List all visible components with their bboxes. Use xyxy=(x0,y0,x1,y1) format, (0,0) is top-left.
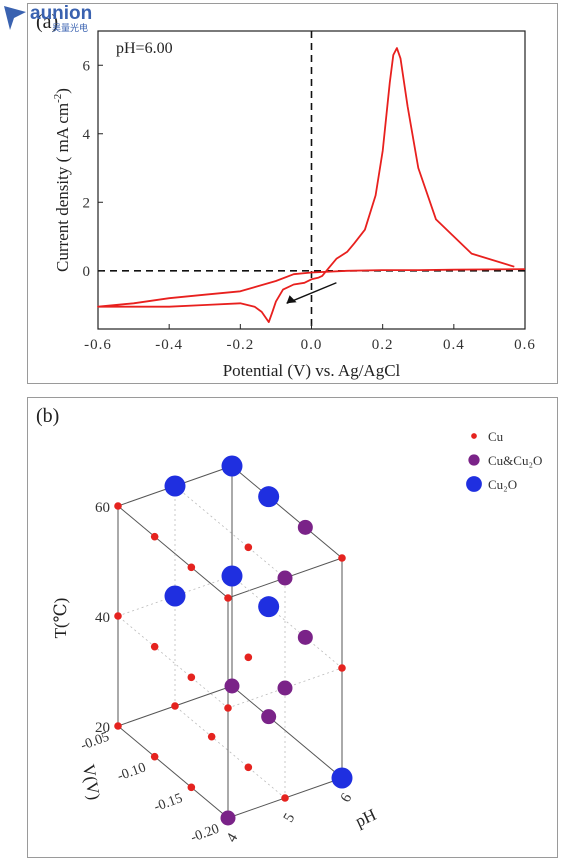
data-point-cu xyxy=(114,722,122,730)
y-tick-label: 0 xyxy=(83,264,91,280)
data-point-cu-o xyxy=(258,596,280,618)
legend-label: Cu₂O xyxy=(488,477,517,492)
x-tick-label: 0.6 xyxy=(514,337,536,353)
data-point-cu xyxy=(224,704,232,712)
data-point-cu-cu-o xyxy=(277,570,293,586)
v-axis-label: V(V) xyxy=(79,763,104,802)
ph-tick-label: 4 xyxy=(224,830,242,845)
temperature-tick-label: 60 xyxy=(95,500,110,516)
ph-axis-label: pH xyxy=(352,805,379,831)
y-axis-label: Current density ( mA cm-2) xyxy=(52,88,72,272)
x-tick-label: -0.4 xyxy=(155,337,183,353)
x-tick-label: -0.2 xyxy=(226,337,254,353)
scan-arrow-head-icon xyxy=(286,295,297,304)
panel-label-a: (a) xyxy=(36,11,58,33)
y-tick-label: 2 xyxy=(83,195,91,211)
legend-marker xyxy=(468,454,480,466)
box-edge xyxy=(117,725,229,819)
data-point-cu xyxy=(187,673,196,682)
data-point-cu xyxy=(114,612,122,620)
ph-tick-label: 5 xyxy=(281,811,299,825)
data-point-cu-cu-o xyxy=(261,709,277,725)
grid-line xyxy=(117,615,229,709)
v-tick-label: -0.20 xyxy=(189,822,222,846)
data-point-cu xyxy=(187,563,196,572)
data-point-cu-cu-o xyxy=(297,519,313,535)
data-point-cu xyxy=(150,532,159,541)
grid-line xyxy=(174,705,286,799)
x-tick-label: -0.6 xyxy=(84,337,112,353)
grid-line xyxy=(231,575,343,669)
data-point-cu xyxy=(338,554,346,562)
data-point-cu xyxy=(150,642,159,651)
panel-label-b: (b) xyxy=(36,405,59,427)
data-point-cu-cu-o xyxy=(220,810,236,826)
data-point-cu-cu-o xyxy=(277,680,293,696)
ph-annotation: pH=6.00 xyxy=(116,40,173,57)
phase-diagram-panel: (b) 4 5 6 -0.05 -0.10 -0.15 -0.20 20 40 60 pH V(V) T(… xyxy=(27,397,558,858)
cv-curve xyxy=(97,47,526,323)
cv-chart-svg: (a) -0.6 -0.4 -0.2 0.0 0.2 0.4 0.6 0 2 4 6 Potential… xyxy=(36,11,536,380)
data-point-cu-o xyxy=(164,475,186,497)
data-point-cu xyxy=(244,543,253,552)
data-point-cu-o xyxy=(221,565,243,587)
data-point-cu xyxy=(171,702,179,710)
v-tick-label: -0.10 xyxy=(115,760,148,784)
data-point-cu-cu-o xyxy=(224,678,240,694)
data-point-cu-o xyxy=(221,455,243,477)
ph-tick-label: 6 xyxy=(338,790,356,805)
cv-chart-panel: (a) -0.6 -0.4 -0.2 0.0 0.2 0.4 0.6 0 2 4 6 Potential… xyxy=(27,3,558,384)
legend-marker xyxy=(466,476,482,492)
grid-line xyxy=(174,485,286,579)
y-tick-label: 4 xyxy=(83,127,91,143)
x-axis-label: Potential (V) vs. Ag/AgCl xyxy=(223,361,401,380)
x-tick-label: 0.4 xyxy=(443,337,465,353)
watermark-text: aunion xyxy=(30,3,92,24)
scan-direction-arrow xyxy=(286,282,337,304)
data-point-cu xyxy=(187,783,196,792)
legend-label: Cu xyxy=(488,429,504,444)
data-point-cu-cu-o xyxy=(297,629,313,645)
data-point-cu-o xyxy=(258,486,280,508)
temperature-tick-label: 40 xyxy=(95,610,110,626)
legend-marker xyxy=(471,433,477,439)
watermark-sub: 昊量光电 xyxy=(52,22,88,34)
temperature-tick-label: 20 xyxy=(95,720,110,736)
logo-arrow-icon xyxy=(4,6,26,30)
data-point-cu xyxy=(150,752,159,761)
data-point-cu xyxy=(224,594,232,602)
box-edge xyxy=(231,685,343,779)
data-point-cu xyxy=(244,653,253,662)
x-tick-label: 0.2 xyxy=(372,337,394,353)
data-point-cu xyxy=(207,732,216,741)
data-point-cu-o xyxy=(331,767,353,789)
legend-label: Cu&Cu₂O xyxy=(488,453,542,468)
data-point-cu xyxy=(114,502,122,510)
x-tick-label: 0.0 xyxy=(301,337,323,353)
phase-diagram-svg: (b)456-0.05-0.10-0.15-0.20204060pHV(V)T(… xyxy=(36,405,542,846)
watermark-logo: aunion 昊量光电 xyxy=(4,3,92,34)
y-tick-label: 6 xyxy=(83,58,91,74)
data-point-cu xyxy=(244,763,253,772)
box-edge xyxy=(231,465,343,559)
data-point-cu xyxy=(338,664,346,672)
data-point-cu-o xyxy=(164,585,186,607)
box-edge xyxy=(117,505,229,599)
data-point-cu xyxy=(281,794,289,802)
v-tick-label: -0.15 xyxy=(152,791,185,815)
temperature-axis-label: T(℃) xyxy=(51,598,70,639)
